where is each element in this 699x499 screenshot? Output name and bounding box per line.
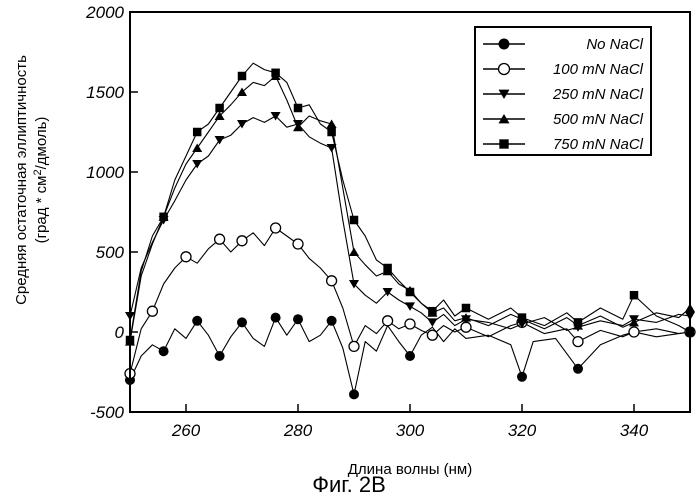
data-point [383,264,392,273]
y-axis-title-part: (град * см [33,176,50,244]
y-tick-label: 500 [96,243,125,262]
y-axis-title-line2: (град * см2/дмоль) [32,117,50,244]
data-point [327,316,337,326]
data-point [349,248,359,257]
x-tick-label: 300 [396,421,425,440]
data-point [327,276,337,286]
y-axis-title-part: /дмоль) [33,117,50,170]
data-point [349,389,359,399]
data-point [349,341,359,351]
data-point [405,319,415,329]
legend-label: No NaCl [586,36,643,53]
data-point [192,316,202,326]
data-point [518,313,527,322]
legend-label: 750 mN NaCl [553,136,644,153]
figure-caption: Фиг. 2В [312,472,386,497]
data-point [427,330,437,340]
data-point [215,104,224,113]
x-tick-label: 320 [508,421,537,440]
data-point [238,72,247,81]
data-point [192,160,202,169]
y-tick-label: -500 [90,403,125,422]
data-point [237,317,247,327]
data-point [215,136,225,145]
legend-label: 100 mN NaCl [553,61,644,78]
data-point [215,234,225,244]
data-point [405,351,415,361]
data-point [405,302,415,311]
data-point [192,144,202,153]
legend-label: 500 mN NaCl [553,111,644,128]
legend-label: 250 mN NaCl [552,86,644,103]
legend-marker [499,139,508,148]
x-tick-label: 280 [283,421,313,440]
data-point [271,69,280,78]
legend-marker [499,39,510,50]
data-point [271,223,281,233]
data-point [159,213,168,222]
data-point [271,313,281,323]
data-point [294,104,303,113]
data-point [181,252,191,262]
data-point [383,316,393,326]
data-point [327,120,337,129]
data-point [574,318,583,327]
data-point [462,304,471,313]
data-point [630,291,639,300]
x-tick-label: 260 [171,421,201,440]
y-tick-label: 2000 [85,3,124,22]
data-point [327,128,336,137]
data-point [237,236,247,246]
data-point [573,337,583,347]
y-tick-label: 1000 [86,163,124,182]
data-point [573,364,583,374]
legend: No NaCl 100 mN NaCl 250 mN NaCl 500 mN NaCl… [475,27,651,155]
data-point [159,346,169,356]
data-point [147,306,157,316]
data-point [293,239,303,249]
data-point [428,307,437,316]
y-tick-label: 1500 [86,83,124,102]
data-point [193,128,202,137]
data-point [406,288,415,297]
x-axis: 260 280 300 320 340 [171,404,649,440]
data-point [629,327,639,337]
x-tick-label: 340 [620,421,649,440]
data-point [350,216,359,225]
legend-marker [499,64,510,75]
data-point [517,372,527,382]
y-axis-title-line1: Средняя остаточная эллиптичность [13,55,30,305]
data-point [427,318,437,327]
y-tick-label: 0 [115,323,125,342]
data-point [215,351,225,361]
data-point [293,314,303,324]
